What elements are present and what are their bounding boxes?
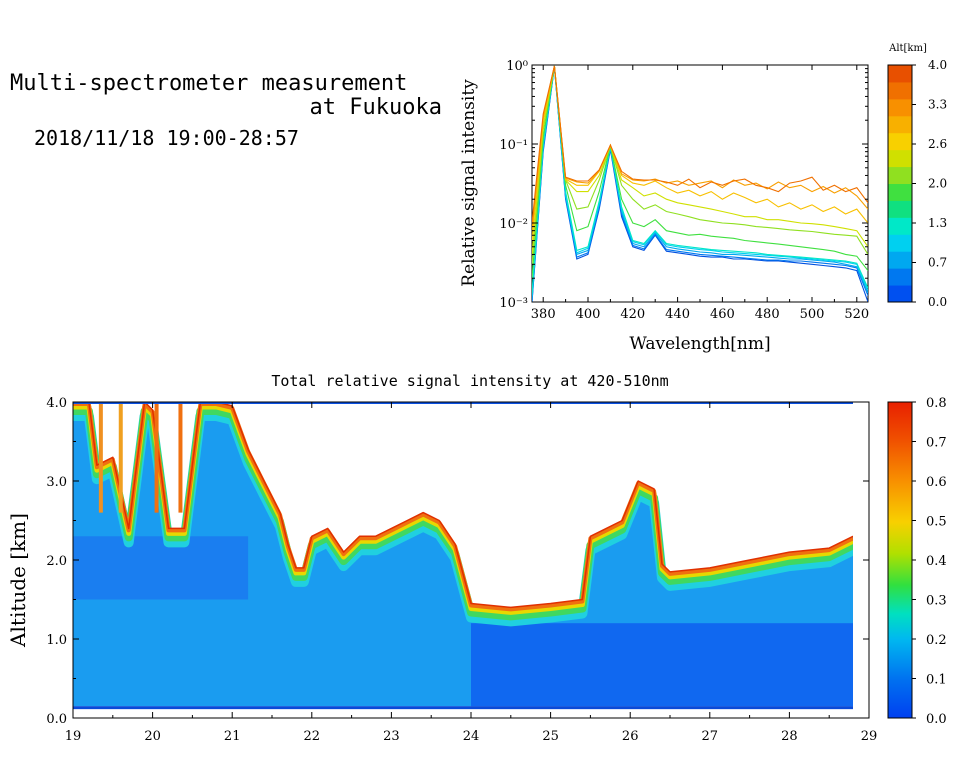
spectrum-series-line-10: [532, 65, 868, 224]
spectrum-y-tick-label: 10⁻³: [499, 296, 528, 311]
heatmap-bottom-strip: [73, 706, 853, 710]
intensity-colorbar-label: 0.2: [926, 633, 947, 648]
altitude-colorbar-label: 0.7: [928, 256, 947, 270]
heatmap-body: [73, 402, 853, 710]
altitude-colorbar-label: 0.0: [928, 295, 947, 309]
intensity-colorbar-label: 0.0: [926, 712, 947, 727]
heatmap-x-tick-label: 23: [383, 729, 400, 744]
spectrum-x-tick-label: 380: [531, 307, 556, 322]
heatmap-chart: Total relative signal intensity at 420-5…: [6, 372, 947, 744]
heatmap-y-tick-label: 4.0: [46, 396, 67, 411]
altitude-colorbar-segment: [888, 98, 912, 117]
heatmap-y-tick-label: 0.0: [46, 712, 67, 727]
heatmap-top-strip: [73, 402, 853, 404]
heatmap-x-tick-label: 28: [781, 729, 798, 744]
heatmap-x-tick-label: 19: [65, 729, 82, 744]
heatmap-x-tick-label: 26: [622, 729, 639, 744]
heatmap-edge-red: [73, 402, 853, 609]
title-line-2: at Fukuoka: [309, 95, 442, 120]
altitude-colorbar-label: 2.0: [928, 177, 947, 191]
spectrum-x-tick-label: 400: [576, 307, 601, 322]
heatmap-edge-orange: [73, 402, 853, 612]
spectrum-x-tick-label: 440: [665, 307, 690, 322]
altitude-colorbar-segment: [888, 268, 912, 286]
heatmap-x-tick-label: 25: [542, 729, 559, 744]
intensity-colorbar: 0.8 0.7 0.6 0.5 0.4 0.3 0.2 0.1 0.0: [887, 396, 947, 727]
altitude-colorbar-segment: [888, 234, 912, 252]
altitude-colorbar-segment: [888, 149, 912, 168]
heatmap-x-ticks: 19 20 21 22 23 24 25 26 27 28 29: [65, 402, 878, 744]
altitude-colorbar-label: 1.3: [928, 216, 947, 230]
spectrum-series-line-3: [532, 65, 868, 296]
altitude-colorbar-segment: [888, 65, 912, 83]
heatmap-low-band: [471, 623, 853, 707]
altitude-colorbar-label: 4.0: [928, 58, 947, 72]
altitude-colorbar-segment: [888, 166, 912, 184]
heatmap-y-axis-label: Altitude [km]: [6, 513, 30, 648]
spectrum-x-ticks: 380 400 420 440 460 480 500 520: [531, 65, 869, 322]
spectrum-series-line-4: [532, 65, 868, 294]
heatmap-x-tick-label: 27: [702, 729, 719, 744]
title-line-1: Multi-spectrometer measurement: [10, 71, 408, 96]
spectrum-series-line-8: [532, 65, 868, 241]
spectrum-y-axis-label: Relative signal intensity: [459, 79, 479, 287]
intensity-colorbar-label: 0.5: [926, 515, 947, 530]
altitude-colorbar-label: 3.3: [928, 98, 947, 112]
spectrum-x-axis-label: Wavelength[nm]: [629, 334, 770, 354]
heatmap-y-ticks: 0.0 1.0 2.0 3.0 4.0: [46, 396, 869, 727]
intensity-colorbar-label: 0.7: [926, 436, 947, 451]
spectrum-series-line-0: [532, 66, 868, 302]
heatmap-x-tick-label: 20: [144, 729, 161, 744]
intensity-colorbar-label: 0.4: [926, 554, 947, 569]
spectrum-series-line-2: [532, 66, 868, 299]
altitude-colorbar: Alt[km] 4.0 3.3 2.6 2.0 1.3 0.7 0.0: [887, 43, 947, 309]
spectrum-y-ticks: 10⁰ 10⁻¹ 10⁻² 10⁻³: [499, 59, 868, 311]
spectrum-series-line-9: [532, 65, 868, 231]
spectrum-series-line-6: [532, 65, 868, 265]
intensity-colorbar-label: 0.3: [926, 594, 947, 609]
intensity-colorbar-label: 0.6: [926, 475, 947, 490]
heatmap-x-tick-label: 21: [224, 729, 241, 744]
heatmap-y-tick-label: 3.0: [46, 475, 67, 490]
date-range: 2018/11/18 19:00-28:57: [34, 126, 299, 150]
title-block: Multi-spectrometer measurement at Fukuok…: [10, 72, 442, 120]
altitude-colorbar-title: Alt[km]: [888, 43, 927, 54]
spectrum-x-tick-label: 480: [755, 307, 780, 322]
spectrum-y-tick-label: 10⁻²: [499, 217, 528, 232]
intensity-colorbar-label: 0.8: [926, 396, 947, 411]
heatmap-mid-band: [73, 536, 249, 600]
heatmap-edge-green: [73, 407, 853, 621]
heatmap-y-tick-label: 1.0: [46, 633, 67, 648]
spectrum-series-line-5: [532, 65, 868, 279]
intensity-colorbar-label: 0.1: [926, 673, 947, 688]
intensity-colorbar-fill: [887, 401, 913, 719]
spectrum-series-line-7: [532, 65, 868, 255]
heatmap-edge-yellow: [73, 404, 853, 615]
altitude-colorbar-segment: [888, 200, 912, 218]
altitude-colorbar-segment: [888, 285, 912, 303]
altitude-colorbar-label: 2.6: [928, 137, 947, 151]
spectrum-x-tick-label: 520: [844, 307, 869, 322]
altitude-colorbar-segment: [888, 115, 912, 134]
spectrum-x-tick-label: 460: [710, 307, 735, 322]
spectrum-x-tick-label: 420: [620, 307, 645, 322]
spectrum-y-tick-label: 10⁰: [506, 59, 528, 74]
spectrum-chart: 380 400 420 440 460 480 500 520 10⁰ 10⁻¹ 10⁻² 10⁻³…: [459, 43, 947, 354]
spectrum-y-tick-label: 10⁻¹: [499, 138, 528, 153]
spectrum-lines: [532, 65, 868, 302]
altitude-colorbar-segment: [888, 132, 912, 151]
altitude-colorbar-segment: [888, 217, 912, 235]
heatmap-x-tick-label: 22: [304, 729, 321, 744]
altitude-colorbar-segment: [888, 81, 912, 100]
altitude-colorbar-segment: [888, 251, 912, 269]
heatmap-x-tick-label: 24: [463, 729, 480, 744]
altitude-colorbar-segment: [888, 183, 912, 201]
heatmap-title: Total relative signal intensity at 420-5…: [271, 372, 668, 390]
spectrum-x-tick-label: 500: [800, 307, 825, 322]
heatmap-x-tick-label: 29: [861, 729, 878, 744]
spectrum-series-line-1: [532, 66, 868, 302]
heatmap-y-tick-label: 2.0: [46, 554, 67, 569]
